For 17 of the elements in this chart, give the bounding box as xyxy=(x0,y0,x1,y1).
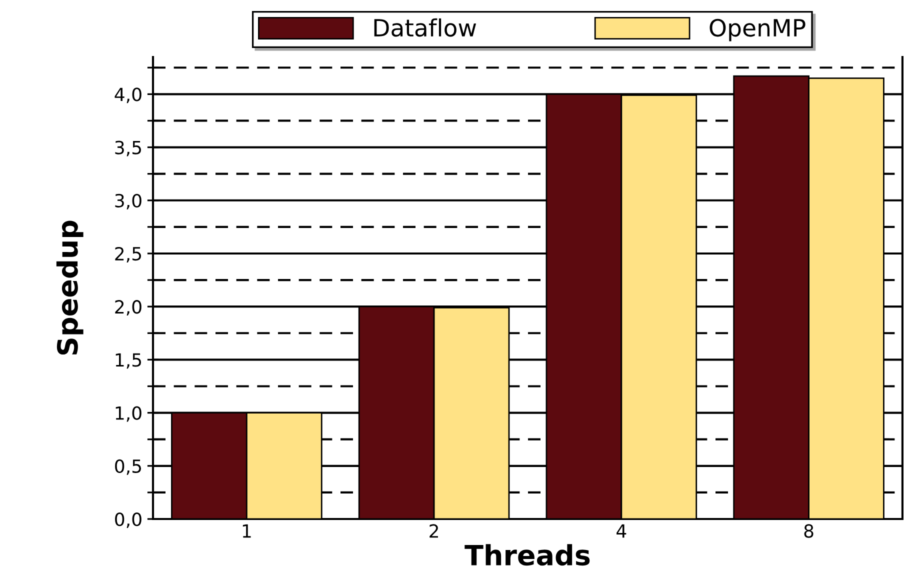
y-tick-label: 1,5 xyxy=(116,353,142,369)
y-tick-label: 2,0 xyxy=(115,300,142,316)
y-tick-label: 0,5 xyxy=(115,459,142,475)
legend-label: Dataflow xyxy=(374,18,476,37)
legend-label: OpenMP xyxy=(710,18,806,42)
x-tick-label: 2 xyxy=(430,524,438,538)
y-tick-label: 3,5 xyxy=(115,140,142,156)
y-tick-label: 4,0 xyxy=(114,88,142,104)
y-tick-label: 0,0 xyxy=(115,512,142,528)
x-tick-label: 4 xyxy=(616,524,626,538)
y-tick-label: 1,0 xyxy=(116,406,142,422)
x-tick-label: 8 xyxy=(804,524,814,538)
x-tick-label: 1 xyxy=(242,524,251,538)
y-tick-label: 3,0 xyxy=(115,194,142,210)
y-axis-title: Speedup xyxy=(56,220,84,355)
y-tick-label: 2,5 xyxy=(115,246,142,262)
x-axis-title: Threads xyxy=(464,544,590,566)
